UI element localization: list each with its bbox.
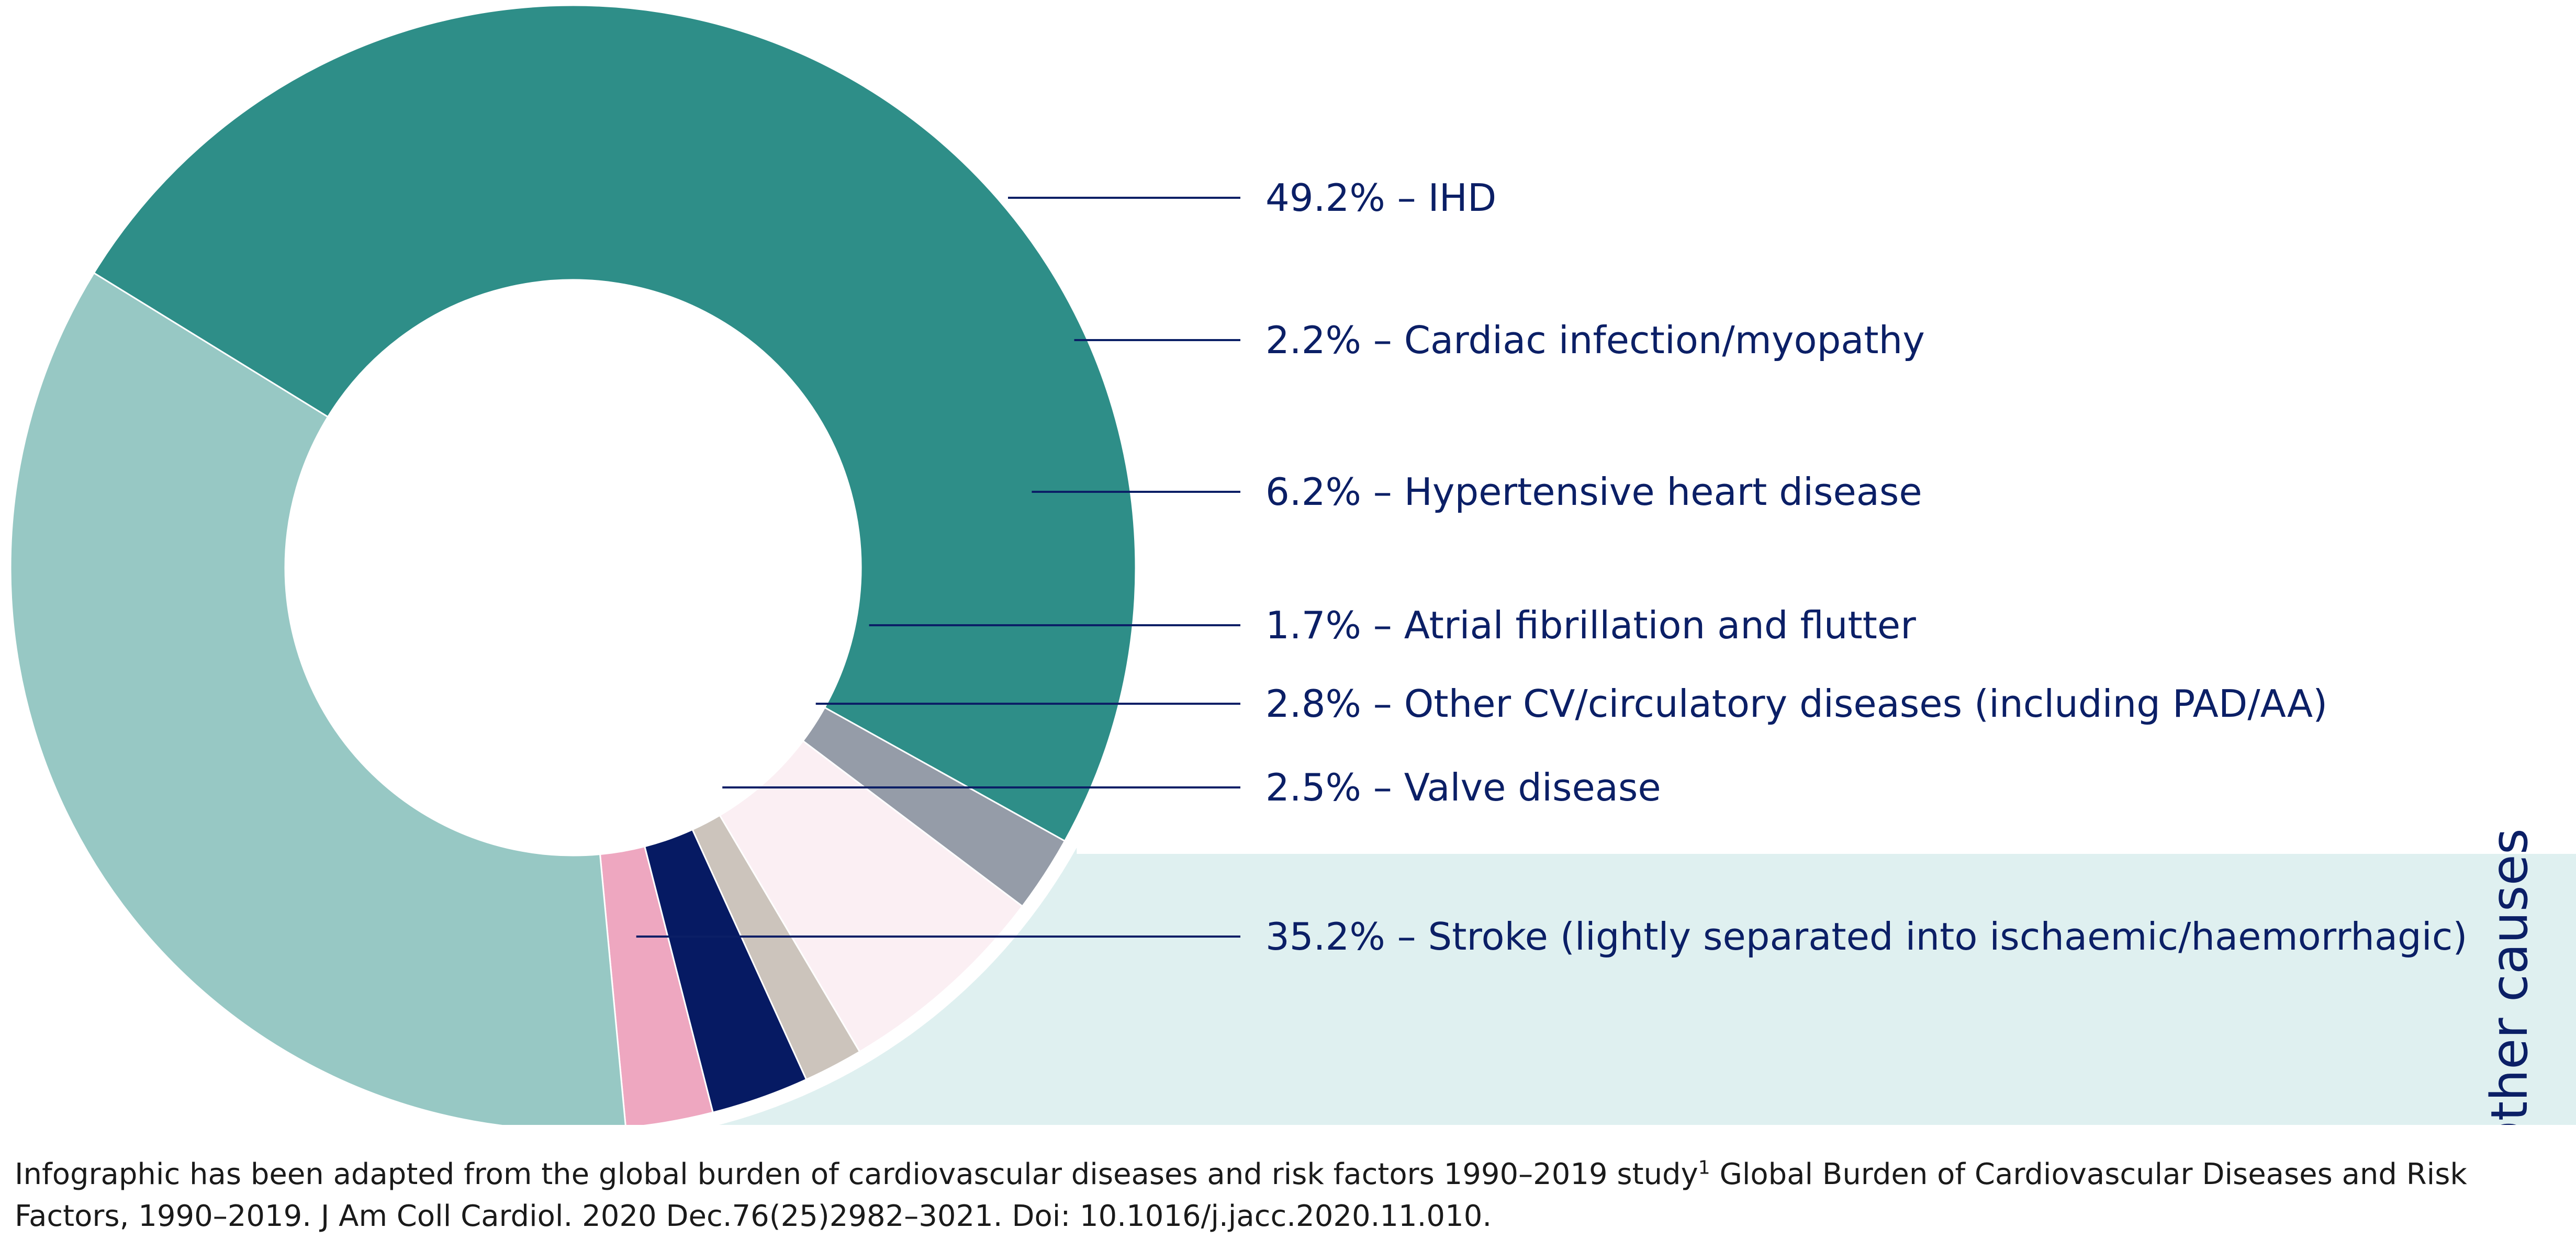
slice-label-stroke-lightly-separated-into-ischaemic-haemorrhagic: 35.2% – Stroke (lightly separated into i… — [1265, 915, 2467, 959]
slice-label-ihd: 49.2% – IHD — [1265, 176, 1496, 220]
slice-hypertensive-heart-disease — [719, 739, 1024, 1053]
footnote-citation: Global Burden of Cardiovascular Diseases… — [15, 1157, 2467, 1233]
slice-valve-disease — [599, 845, 714, 1125]
slice-label-atrial-fibrillation-and-flutter: 1.7% – Atrial fibrillation and flutter — [1265, 603, 1916, 647]
slice-label-hypertensive-heart-disease: 6.2% – Hypertensive heart disease — [1265, 470, 1922, 514]
footnote-superscript: 1 — [1698, 1157, 1710, 1179]
slice-label-cardiac-infection-myopathy: 2.2% – Cardiac infection/myopathy — [1265, 318, 1925, 362]
slice-ihd — [93, 4, 1137, 842]
footnote-text: Infographic has been adapted from the gl… — [15, 1157, 1698, 1191]
footnote: Infographic has been adapted from the gl… — [15, 1154, 2569, 1237]
slice-label-valve-disease: 2.5% – Valve disease — [1265, 765, 1661, 809]
slice-label-other-cv-circulatory-diseases-including-pad-aa: 2.8% – Other CV/circulatory diseases (in… — [1265, 682, 2327, 726]
slice-stroke-lightly-separated-into-ischaemic-haemorrhagic — [9, 272, 626, 1125]
group-band-other-causes — [719, 848, 2576, 1125]
group-label-other-causes: Other causes — [2480, 828, 2539, 1125]
donut-chart: Other causes 49.2% – IHD 2.2% – Cardiac i… — [9, 4, 2576, 1125]
